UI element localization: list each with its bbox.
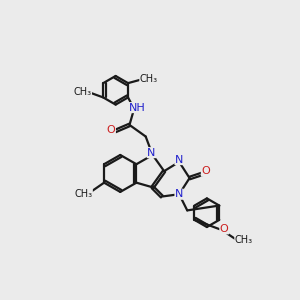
Text: N: N — [175, 154, 183, 165]
Text: N: N — [147, 148, 156, 158]
Text: NH: NH — [129, 103, 146, 112]
Text: N: N — [175, 189, 183, 199]
Text: CH₃: CH₃ — [74, 87, 92, 97]
Text: CH₃: CH₃ — [74, 189, 92, 199]
Text: O: O — [106, 124, 116, 135]
Text: CH₃: CH₃ — [140, 74, 158, 83]
Text: O: O — [201, 166, 210, 176]
Text: CH₃: CH₃ — [235, 236, 253, 245]
Text: O: O — [220, 224, 229, 234]
